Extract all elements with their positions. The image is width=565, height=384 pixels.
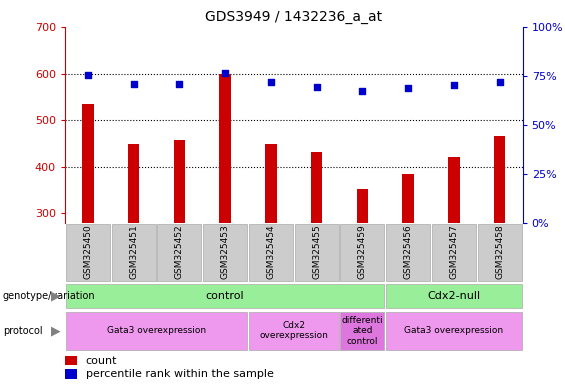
Bar <box>265 144 277 223</box>
Bar <box>386 311 521 350</box>
Bar <box>128 144 140 223</box>
Bar <box>173 140 185 223</box>
Bar <box>249 311 338 350</box>
Bar <box>66 284 384 308</box>
Point <box>358 88 367 94</box>
Text: GSM325457: GSM325457 <box>450 224 458 279</box>
Text: count: count <box>85 356 117 366</box>
Bar <box>82 104 94 223</box>
Text: GSM325450: GSM325450 <box>84 224 92 279</box>
Text: GSM325455: GSM325455 <box>312 224 321 279</box>
Text: control: control <box>206 291 245 301</box>
Bar <box>158 224 201 281</box>
Bar <box>65 356 77 366</box>
Text: ▶: ▶ <box>51 290 60 303</box>
Text: genotype/variation: genotype/variation <box>3 291 95 301</box>
Text: Gata3 overexpression: Gata3 overexpression <box>405 326 503 335</box>
Bar <box>478 224 521 281</box>
Text: differenti
ated
control: differenti ated control <box>342 316 383 346</box>
Text: GSM325454: GSM325454 <box>267 224 275 279</box>
Bar <box>386 284 521 308</box>
Bar <box>432 224 476 281</box>
Bar <box>295 224 338 281</box>
Text: Cdx2
overexpression: Cdx2 overexpression <box>259 321 328 340</box>
Bar <box>219 73 231 223</box>
Bar <box>357 189 368 223</box>
Text: GSM325452: GSM325452 <box>175 224 184 279</box>
Text: GSM325459: GSM325459 <box>358 224 367 279</box>
Bar <box>448 157 460 223</box>
Text: percentile rank within the sample: percentile rank within the sample <box>85 369 273 379</box>
Point <box>450 82 459 88</box>
Bar <box>402 174 414 223</box>
Point <box>267 79 276 85</box>
Point <box>84 72 93 78</box>
Bar <box>66 224 110 281</box>
Text: GSM325451: GSM325451 <box>129 224 138 279</box>
Text: GSM325458: GSM325458 <box>496 224 504 279</box>
Bar <box>386 224 430 281</box>
Point <box>175 81 184 87</box>
Text: Gata3 overexpression: Gata3 overexpression <box>107 326 206 335</box>
Bar <box>249 224 293 281</box>
Point <box>495 79 504 86</box>
Bar <box>311 152 323 223</box>
Bar <box>494 136 506 223</box>
Bar <box>341 311 384 350</box>
Text: ▶: ▶ <box>51 324 60 337</box>
Point <box>403 85 412 91</box>
Text: Cdx2-null: Cdx2-null <box>427 291 481 301</box>
Bar <box>65 369 77 379</box>
Point <box>312 84 321 91</box>
Bar <box>203 224 247 281</box>
Bar <box>341 224 384 281</box>
Text: protocol: protocol <box>3 326 42 336</box>
Title: GDS3949 / 1432236_a_at: GDS3949 / 1432236_a_at <box>205 10 383 25</box>
Text: GSM325453: GSM325453 <box>221 224 229 279</box>
Bar <box>112 224 155 281</box>
Point <box>221 70 230 76</box>
Bar <box>66 311 247 350</box>
Text: GSM325456: GSM325456 <box>404 224 412 279</box>
Point <box>129 81 138 87</box>
